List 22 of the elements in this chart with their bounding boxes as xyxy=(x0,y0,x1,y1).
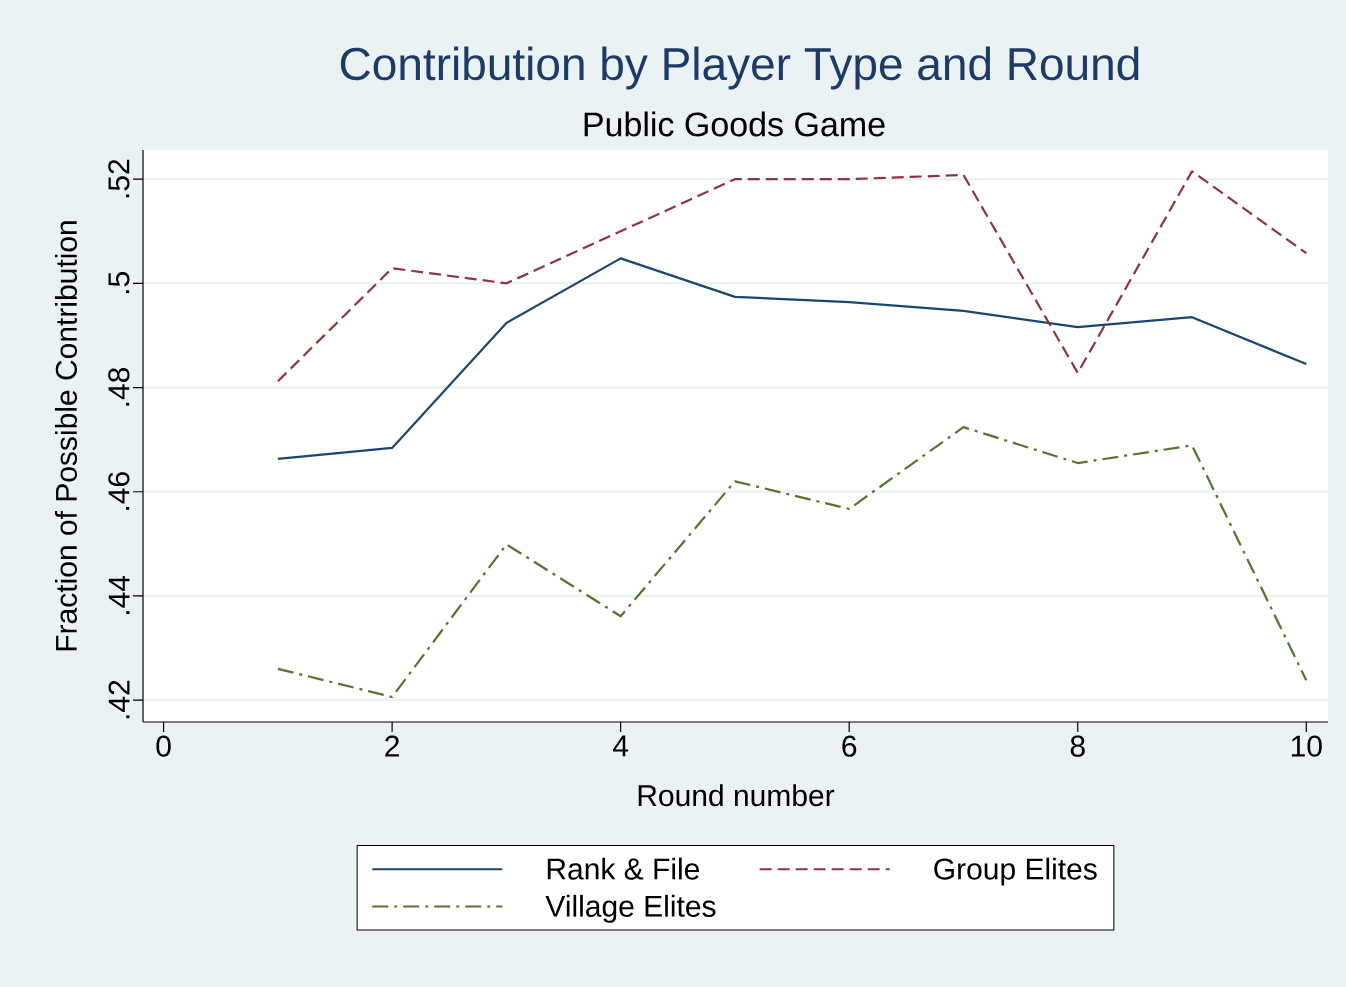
legend-label: Village Elites xyxy=(545,894,716,923)
x-tick-label: 8 xyxy=(1070,735,1085,757)
x-tick-label: 6 xyxy=(842,735,857,757)
x-tick-label: 4 xyxy=(613,735,629,757)
y-axis-title: Fraction of Possible Contribution xyxy=(54,221,77,651)
line-series xyxy=(276,170,1308,383)
x-tick-label: 10 xyxy=(1291,735,1322,757)
y-tick-label: .46 xyxy=(108,472,130,510)
legend-label: Rank & File xyxy=(547,857,700,880)
y-tick-label: .52 xyxy=(108,159,130,198)
x-axis-title: Round number xyxy=(638,784,835,807)
chart-subtitle: Public Goods Game xyxy=(584,111,885,137)
legend-label: Group Elites xyxy=(934,857,1097,886)
y-tick-label: .5 xyxy=(108,272,130,294)
x-tick-label: 0 xyxy=(156,735,171,757)
line-series xyxy=(276,426,1308,699)
y-tick-label: .42 xyxy=(108,680,130,719)
x-tick-label: 2 xyxy=(385,735,399,757)
line-series xyxy=(276,257,1308,461)
y-tick-label: .48 xyxy=(108,367,130,406)
chart-title: Contribution by Player Type and Round xyxy=(340,46,1139,90)
y-tick-label: .44 xyxy=(108,575,130,615)
